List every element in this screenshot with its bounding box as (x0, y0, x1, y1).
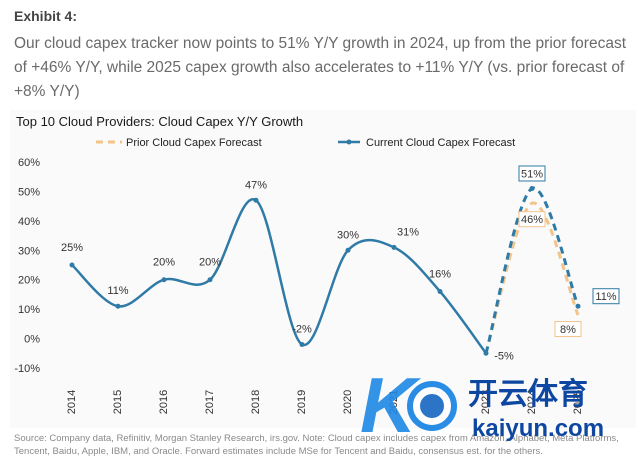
data-point (345, 247, 351, 253)
chart-panel (10, 110, 636, 428)
svg-text:开云体育: 开云体育 (468, 377, 588, 412)
data-labels: 25% 11% 20% 20% 47% -2% 30% 31% 16% -5% 51% 11% 46% 8… (61, 165, 620, 362)
data-label-current-2025-box (592, 288, 620, 305)
y-axis: -10% 0% 10% 20% 30% 40% 50% 60% (14, 157, 40, 375)
data-point (299, 341, 305, 347)
x-tick-label: 2018 (250, 390, 262, 414)
data-label-prior-2024: 46% (521, 214, 543, 226)
x-tick-label: 2015 (112, 390, 124, 414)
data-point (253, 197, 259, 203)
data-label-current-2025: 11% (595, 291, 616, 303)
x-tick-label: 2023 (480, 390, 492, 414)
data-label: 25% (61, 242, 83, 254)
data-point (161, 277, 167, 283)
chart-title: Top 10 Cloud Providers: Cloud Capex Y/Y … (16, 114, 304, 129)
data-label-prior-2025: 8% (560, 324, 576, 336)
data-label: 11% (107, 285, 128, 297)
y-tick-label: 40% (18, 216, 40, 228)
y-tick-label: 30% (18, 245, 40, 257)
data-point (483, 350, 489, 356)
data-label: -5% (494, 350, 514, 362)
data-label: 20% (153, 257, 175, 269)
y-tick-label: 0% (24, 334, 40, 346)
series-lines (69, 185, 581, 356)
x-tick-label: 2024 (526, 390, 538, 414)
data-point (391, 244, 397, 250)
data-label: 47% (245, 179, 267, 191)
data-point (529, 185, 535, 191)
svg-text:kaiyun.com: kaiyun.com (472, 415, 604, 442)
x-tick-label: 2020 (342, 390, 354, 414)
y-tick-label: 50% (18, 186, 40, 198)
data-label-prior-2024-box (518, 211, 546, 228)
source-note: Source: Company data, Refinitiv, Morgan … (14, 433, 619, 457)
y-tick-label: 60% (18, 157, 40, 169)
chart-legend: Prior Cloud Capex Forecast Current Cloud … (96, 137, 515, 149)
data-point (437, 288, 443, 294)
data-point (207, 277, 213, 283)
x-tick-label: 2014 (66, 390, 78, 414)
x-tick-label: 2025 (572, 390, 584, 414)
data-point (575, 303, 581, 309)
legend-swatch-current-marker (346, 139, 352, 145)
data-label: -2% (292, 323, 312, 335)
x-tick-label: 2016 (158, 390, 170, 414)
kaiyun-watermark-logo: K 开云体育 kaiyun.com (360, 361, 604, 449)
data-label-current-2024: 51% (521, 168, 543, 180)
y-tick-label: -10% (14, 363, 40, 375)
x-tick-label: 2017 (204, 390, 216, 414)
series-line-current-actual (71, 198, 488, 355)
x-tick-label: 2019 (296, 390, 308, 414)
data-label: 30% (337, 229, 359, 241)
data-label: 31% (397, 226, 419, 238)
x-tick-label: 2021 (388, 390, 400, 414)
data-label: 20% (199, 257, 221, 269)
exhibit-label: Exhibit 4: (14, 8, 78, 24)
y-tick-label: 20% (18, 275, 40, 287)
data-label: 16% (429, 268, 451, 280)
data-label-prior-2025-box (554, 321, 582, 338)
data-point (115, 303, 121, 309)
legend-label-current: Current Cloud Capex Forecast (366, 137, 515, 149)
legend-label-prior: Prior Cloud Capex Forecast (126, 137, 262, 149)
data-point (69, 262, 75, 268)
data-label-current-2024-box (518, 165, 546, 182)
headline: Our cloud capex tracker now points to 51… (14, 35, 627, 100)
y-tick-label: 10% (18, 304, 40, 316)
